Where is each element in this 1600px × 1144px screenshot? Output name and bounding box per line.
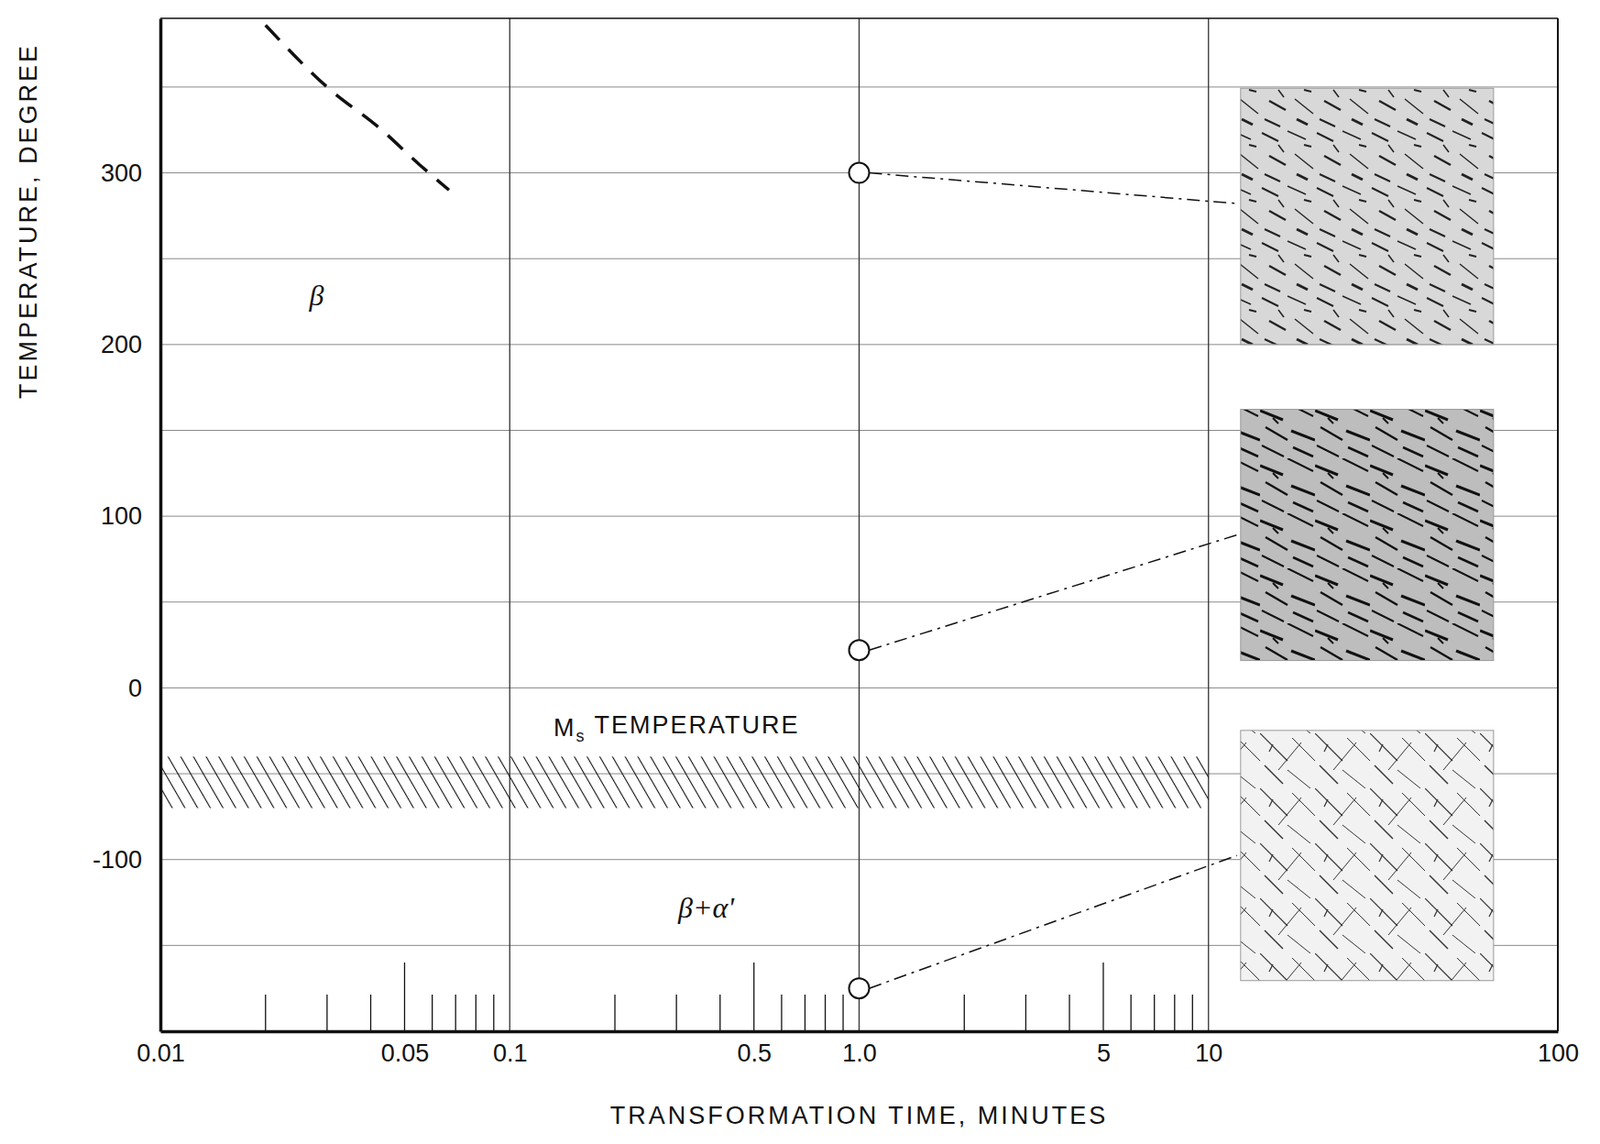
ms-label-rest: TEMPERATURE bbox=[585, 711, 800, 739]
x-axis: 0.01 0.05 0.1 0.5 1.0 5 10 100 bbox=[136, 1030, 1579, 1067]
ms-label-sub: s bbox=[575, 726, 586, 746]
micrograph bbox=[1240, 409, 1494, 661]
plot-area: 0.01 0.05 0.1 0.5 1.0 5 10 100 -100 0 100 200 300 β β+… bbox=[92, 18, 1579, 1067]
grid-line bbox=[509, 18, 511, 1031]
grid-line bbox=[1207, 18, 1209, 1031]
minor-tick bbox=[431, 994, 433, 1031]
sample-point bbox=[849, 977, 870, 998]
tick: -100 bbox=[92, 845, 161, 874]
sample-point bbox=[849, 639, 870, 660]
y-axis: -100 0 100 200 300 bbox=[92, 19, 162, 1032]
tick: 300 bbox=[100, 159, 161, 187]
minor-tick bbox=[1102, 962, 1104, 1031]
tick-label: 0.01 bbox=[136, 1039, 186, 1067]
minor-tick bbox=[1192, 994, 1194, 1031]
minor-tick bbox=[780, 994, 782, 1031]
frame bbox=[1556, 18, 1559, 1031]
grid bbox=[160, 18, 1558, 1031]
ms-band bbox=[160, 756, 1209, 808]
x-axis-title: TRANSFORMATION TIME, MINUTES bbox=[610, 1101, 1109, 1129]
axis-line bbox=[159, 19, 164, 1032]
phase-label: β bbox=[308, 278, 325, 312]
tick: 0.01 bbox=[136, 1030, 186, 1067]
leader-line bbox=[869, 173, 1238, 204]
sample-point bbox=[849, 163, 870, 184]
ms-label-main: M bbox=[553, 713, 577, 742]
tick-label: 300 bbox=[100, 159, 143, 187]
tick: 0.1 bbox=[493, 1030, 528, 1067]
tick-label: 0.5 bbox=[736, 1039, 772, 1067]
micrograph bbox=[1240, 87, 1494, 345]
tick-label: -100 bbox=[92, 845, 143, 874]
tick: 0.05 bbox=[381, 1030, 430, 1067]
tick-label: 0 bbox=[128, 674, 143, 702]
minor-tick bbox=[404, 962, 406, 1031]
annotations: β β+α' Ms TEMPERATURE bbox=[308, 278, 800, 925]
phase-label: β+α' bbox=[677, 890, 735, 924]
leaders bbox=[869, 173, 1238, 989]
tick: 100 bbox=[1537, 1030, 1579, 1067]
tick-label: 100 bbox=[100, 502, 143, 530]
tick-label: 200 bbox=[100, 330, 143, 359]
micrographs bbox=[1240, 87, 1494, 981]
minor-tick bbox=[1068, 994, 1070, 1031]
tick-label: 100 bbox=[1537, 1039, 1579, 1067]
axis-line bbox=[161, 1030, 1559, 1034]
micrograph bbox=[1240, 730, 1494, 981]
leader-line bbox=[869, 535, 1238, 651]
minor-tick bbox=[370, 994, 372, 1031]
tick: 0 bbox=[128, 674, 161, 702]
start-curve bbox=[265, 24, 450, 190]
tick: 100 bbox=[100, 502, 161, 530]
minor-tick bbox=[493, 994, 494, 1031]
minor-tick bbox=[1130, 994, 1132, 1031]
minor-tick bbox=[613, 994, 615, 1031]
tick: 200 bbox=[100, 330, 161, 359]
minor-ticks bbox=[265, 962, 1194, 1031]
chart: 0.01 0.05 0.1 0.5 1.0 5 10 100 -100 0 100 200 300 β β+… bbox=[0, 0, 1600, 1144]
minor-tick bbox=[475, 994, 477, 1031]
minor-tick bbox=[1025, 994, 1027, 1031]
tick-label: 10 bbox=[1194, 1039, 1223, 1067]
tick: 5 bbox=[1096, 1030, 1111, 1067]
minor-tick bbox=[719, 994, 721, 1031]
minor-tick bbox=[264, 994, 266, 1031]
minor-tick bbox=[1173, 994, 1175, 1031]
tick: 10 bbox=[1194, 1030, 1223, 1067]
y-axis-title: TEMPERATURE, DEGREE bbox=[14, 43, 43, 399]
data-layer bbox=[160, 24, 1209, 998]
leader-line bbox=[869, 854, 1238, 988]
minor-tick bbox=[753, 962, 755, 1031]
minor-tick bbox=[455, 994, 457, 1031]
tick-label: 0.05 bbox=[381, 1039, 430, 1067]
ms-label: Ms TEMPERATURE bbox=[553, 711, 800, 746]
tick: 1.0 bbox=[842, 1030, 877, 1067]
minor-tick bbox=[326, 994, 328, 1031]
minor-tick bbox=[964, 994, 965, 1031]
minor-tick bbox=[804, 994, 806, 1031]
minor-tick bbox=[842, 994, 844, 1031]
tick: 0.5 bbox=[736, 1030, 772, 1067]
minor-tick bbox=[824, 994, 826, 1031]
tick-label: 0.1 bbox=[493, 1039, 528, 1067]
tick-label: 5 bbox=[1096, 1039, 1111, 1067]
minor-tick bbox=[676, 994, 678, 1031]
minor-tick bbox=[1153, 994, 1155, 1031]
tick-label: 1.0 bbox=[842, 1039, 877, 1067]
frame bbox=[160, 17, 1558, 20]
